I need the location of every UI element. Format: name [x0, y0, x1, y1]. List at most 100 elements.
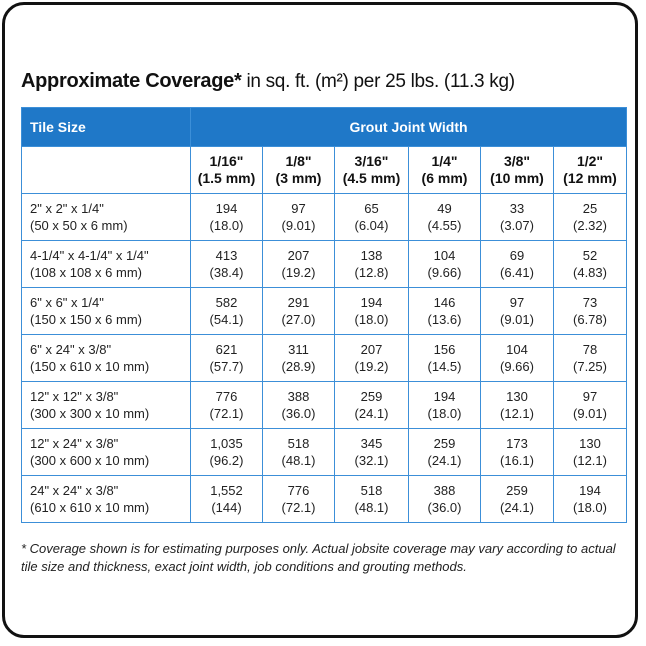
cell-line: 194 — [579, 483, 601, 498]
cell-line: (96.2) — [209, 453, 244, 468]
cell-line: (6 mm) — [421, 170, 468, 186]
cell-line: (610 x 610 x 10 mm) — [30, 500, 150, 515]
data-row: 6" x 6" x 1/4" (150 x 150 x 6 mm) 582 (54.1… — [21, 287, 628, 335]
cell-line: 97 — [509, 295, 525, 310]
tile-size: 12" x 24" x 3/8" (300 x 600 x 10 mm) — [21, 428, 191, 476]
cell-line: (18.0) — [427, 406, 462, 421]
cell-line: (150 x 150 x 6 mm) — [30, 312, 142, 327]
coverage-cell: 518 (48.1) — [334, 475, 409, 523]
cell-line: 73 — [582, 295, 598, 310]
cell-line: 104 — [506, 342, 528, 357]
cell-line: 12" x 12" x 3/8" — [30, 389, 119, 404]
cell-line: 776 — [215, 389, 238, 404]
coverage-cell: 97 (9.01) — [262, 193, 335, 241]
cell-line: (36.0) — [427, 500, 462, 515]
cell-line: 173 — [506, 436, 528, 451]
cell-line: 194 — [433, 389, 456, 404]
cell-line: 69 — [509, 248, 525, 263]
title: Approximate Coverage* in sq. ft. (m²) pe… — [21, 70, 515, 93]
cell-line: (12.1) — [500, 406, 534, 421]
coverage-cell: 413 (38.4) — [190, 240, 263, 288]
cell-line: (18.0) — [209, 218, 244, 233]
cell-line: (57.7) — [209, 359, 244, 374]
coverage-cell: 138 (12.8) — [334, 240, 409, 288]
title-rest: in sq. ft. (m²) per 25 lbs. (11.3 kg) — [246, 71, 515, 92]
data-row: 4-1/4" x 4-1/4" x 1/4" (108 x 108 x 6 mm)… — [21, 240, 628, 288]
coverage-cell: 73 (6.78) — [552, 287, 628, 335]
cell-line: (6.41) — [500, 265, 534, 280]
coverage-cell: 207 (19.2) — [334, 334, 409, 382]
cell-line: (144) — [211, 500, 242, 515]
cell-line: (300 x 600 x 10 mm) — [30, 453, 150, 468]
cell-line: (32.1) — [354, 453, 389, 468]
cell-line: 146 — [433, 295, 456, 310]
coverage-cell: 25 (2.32) — [552, 193, 628, 241]
cell-line: 311 — [288, 342, 309, 357]
cell-line: 207 — [287, 248, 310, 263]
coverage-cell: 259 (24.1) — [408, 428, 481, 476]
cell-line: 156 — [433, 342, 456, 357]
cell-line: (48.1) — [281, 453, 316, 468]
footnote: * Coverage shown is for estimating purpo… — [21, 541, 616, 574]
coverage-cell: 621 (57.7) — [190, 334, 263, 382]
coverage-cell: 259 (24.1) — [480, 475, 554, 523]
cell-line: (12.1) — [573, 453, 607, 468]
cell-line: (27.0) — [281, 312, 316, 327]
cell-line: 2" x 2" x 1/4" — [30, 201, 104, 216]
cell-line: 259 — [360, 389, 383, 404]
coverage-cell: 97 (9.01) — [480, 287, 554, 335]
coverage-cell: 52 (4.83) — [552, 240, 628, 288]
cell-line: 1,035 — [210, 436, 243, 451]
cell-line: (38.4) — [209, 265, 244, 280]
cell-line: (50 x 50 x 6 mm) — [30, 218, 128, 233]
cell-line: 12" x 24" x 3/8" — [30, 436, 119, 451]
coverage-cell: 311 (28.9) — [262, 334, 335, 382]
cell-line: 1/8" — [285, 153, 312, 169]
tile-size: 24" x 24" x 3/8" (610 x 610 x 10 mm) — [21, 475, 191, 523]
cell-line: 78 — [582, 342, 598, 357]
cell-line: (9.66) — [500, 359, 534, 374]
cell-line: (6.78) — [573, 312, 607, 327]
cell-line: 291 — [287, 295, 310, 310]
cell-line: (4.5 mm) — [342, 170, 401, 186]
cell-line: 413 — [215, 248, 238, 263]
coverage-cell: 1,035 (96.2) — [190, 428, 263, 476]
title-bold: Approximate Coverage* — [21, 70, 242, 92]
cell-line: (4.55) — [427, 218, 462, 233]
header-row: Tile Size Grout Joint Width — [21, 107, 628, 147]
cell-line: 130 — [506, 389, 528, 404]
column-header: 1/8" (3 mm) — [262, 146, 335, 194]
cell-line: 1/2" — [576, 153, 604, 169]
coverage-cell: 291 (27.0) — [262, 287, 335, 335]
cell-line: (2.32) — [573, 218, 607, 233]
cell-line: 65 — [364, 201, 379, 216]
cell-line: 97 — [582, 389, 598, 404]
cell-line: (12 mm) — [563, 170, 617, 186]
coverage-cell: 146 (13.6) — [408, 287, 481, 335]
coverage-cell: 65 (6.04) — [334, 193, 409, 241]
empty-cell — [21, 146, 191, 194]
cell-line: (72.1) — [209, 406, 244, 421]
cell-line: (19.2) — [354, 359, 389, 374]
cell-line: (54.1) — [209, 312, 244, 327]
coverage-cell: 173 (16.1) — [480, 428, 554, 476]
coverage-cell: 130 (12.1) — [552, 428, 628, 476]
column-header: 1/2" (12 mm) — [552, 146, 628, 194]
coverage-cell: 33 (3.07) — [480, 193, 554, 241]
cell-line: (300 x 300 x 10 mm) — [30, 406, 150, 421]
cell-line: 259 — [506, 483, 528, 498]
cell-line: (19.2) — [281, 265, 316, 280]
coverage-cell: 194 (18.0) — [552, 475, 628, 523]
cell-line: 3/16" — [354, 153, 389, 169]
data-row: 6" x 24" x 3/8" (150 x 610 x 10 mm) 621 (57… — [21, 334, 628, 382]
cell-line: 345 — [360, 436, 383, 451]
cell-line: (6.04) — [354, 218, 389, 233]
cell-line: (7.25) — [573, 359, 607, 374]
cell-line: (72.1) — [281, 500, 316, 515]
cell-line: 518 — [360, 483, 383, 498]
coverage-cell: 194 (18.0) — [190, 193, 263, 241]
coverage-cell: 78 (7.25) — [552, 334, 628, 382]
cell-line: (14.5) — [427, 359, 462, 374]
tile-size: 12" x 12" x 3/8" (300 x 300 x 10 mm) — [21, 381, 191, 429]
